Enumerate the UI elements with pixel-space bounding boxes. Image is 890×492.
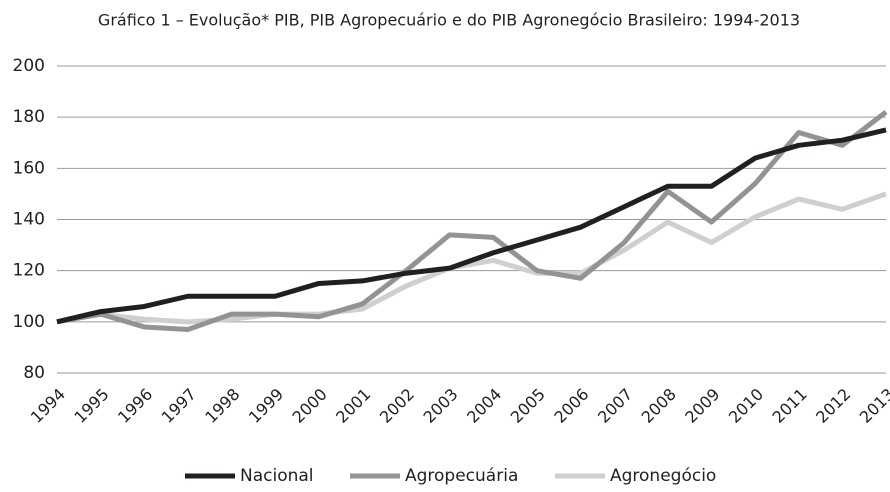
y-tick-label: 100 <box>13 312 45 332</box>
x-tick-label: 2000 <box>289 385 331 427</box>
series-line <box>56 127 887 325</box>
x-tick-label: 1996 <box>114 385 156 427</box>
x-tick-label: 1994 <box>27 385 69 427</box>
x-tick-label: 2008 <box>638 385 680 427</box>
x-tick-label: 1995 <box>70 385 112 427</box>
legend-label: Nacional <box>240 466 314 486</box>
x-tick-label: 2007 <box>594 385 636 427</box>
x-tick-label: 2011 <box>769 385 811 427</box>
legend-label: Agropecuária <box>405 466 518 486</box>
series-line <box>56 191 887 325</box>
x-tick-label: 1998 <box>201 385 243 427</box>
y-tick-label: 140 <box>13 210 45 230</box>
x-tick-label: 2001 <box>332 385 374 427</box>
x-tick-label: 2004 <box>463 385 505 427</box>
x-tick-label: 2010 <box>725 385 767 427</box>
x-tick-label: 2012 <box>812 385 854 427</box>
y-tick-label: 180 <box>13 107 45 127</box>
chart-title: Gráfico 1 – Evolução* PIB, PIB Agropecuá… <box>98 11 800 30</box>
y-tick-label: 160 <box>13 158 45 178</box>
x-tick-label: 2013 <box>856 385 890 427</box>
y-tick-label: 80 <box>23 363 45 383</box>
x-tick-label: 2006 <box>550 385 592 427</box>
x-tick-label: 1997 <box>158 385 200 427</box>
series-line <box>56 110 888 333</box>
x-tick-label: 2003 <box>419 385 461 427</box>
x-tick-label: 2002 <box>376 385 418 427</box>
legend-label: Agronegócio <box>610 466 716 486</box>
x-tick-label: 2009 <box>681 385 723 427</box>
y-tick-label: 200 <box>13 56 45 76</box>
y-tick-label: 120 <box>13 261 45 281</box>
x-tick-label: 1999 <box>245 385 287 427</box>
x-tick-label: 2005 <box>507 385 549 427</box>
